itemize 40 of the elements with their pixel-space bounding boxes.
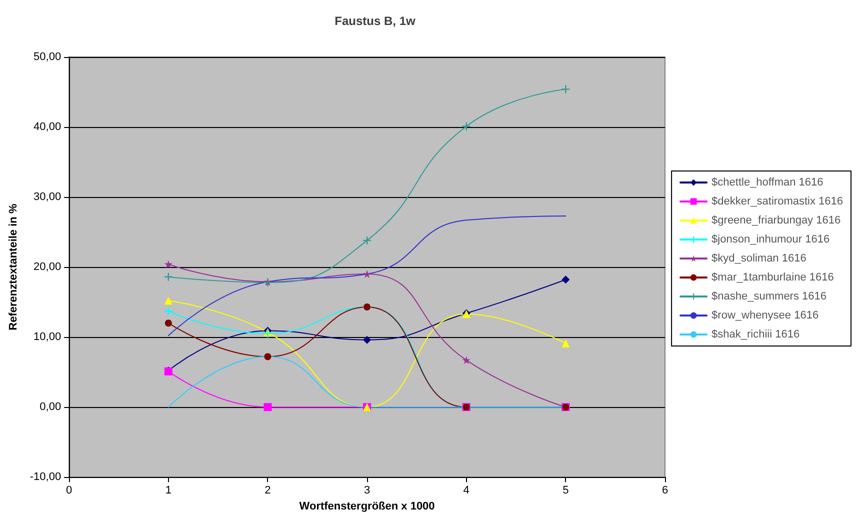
y-tick-label: 40,00 — [34, 121, 62, 134]
x-tick-label: 0 — [66, 484, 72, 497]
point — [562, 85, 570, 94]
x-tick-label: 3 — [364, 484, 370, 497]
x-tick-label: 1 — [165, 484, 172, 497]
y-tick-label: 30,00 — [34, 191, 62, 204]
point — [562, 339, 570, 348]
point — [164, 320, 172, 327]
x-tick-label: 6 — [662, 484, 668, 497]
point — [164, 260, 172, 268]
point — [264, 403, 272, 412]
point — [164, 307, 172, 316]
x-tick-label: 4 — [463, 484, 470, 497]
point — [363, 336, 372, 344]
point — [462, 122, 470, 130]
x-axis-title: Wortfenstergrößen x 1000 — [299, 500, 435, 512]
point — [363, 270, 372, 278]
legend-label: $shak_richiii 1616 — [712, 328, 800, 340]
y-tick-label: -10,00 — [30, 471, 62, 484]
line-series — [168, 215, 566, 336]
point — [264, 353, 272, 360]
y-tick-label: 0,00 — [40, 401, 62, 414]
point — [562, 276, 570, 284]
legend-label: $jonson_inhumour 1616 — [712, 234, 830, 246]
legend-label: $row_whenysee 1616 — [712, 310, 819, 322]
y-tick-label: 20,00 — [34, 261, 62, 274]
x-tick-label: 5 — [562, 484, 569, 497]
legend-label: $mar_1tamburlaine 1616 — [712, 272, 834, 284]
x-tick-label: 2 — [264, 484, 271, 497]
point — [462, 356, 470, 364]
legend-label: $kyd_soliman 1616 — [712, 252, 806, 264]
point — [164, 296, 172, 305]
y-tick-label: 10,00 — [34, 331, 62, 344]
chart-title: Faustus B, 1w — [334, 14, 416, 28]
legend-label: $dekker_satiromastix 1616 — [712, 196, 844, 208]
legend-label: $chettle_hoffman 1616 — [712, 176, 824, 188]
y-tick-label: 50,00 — [34, 51, 62, 63]
y-axis-title: Referenztextanteile in % — [8, 204, 20, 330]
legend-label: $nashe_summers 1616 — [712, 290, 827, 302]
legend-label: $greene_friarbungay 1616 — [712, 214, 841, 226]
